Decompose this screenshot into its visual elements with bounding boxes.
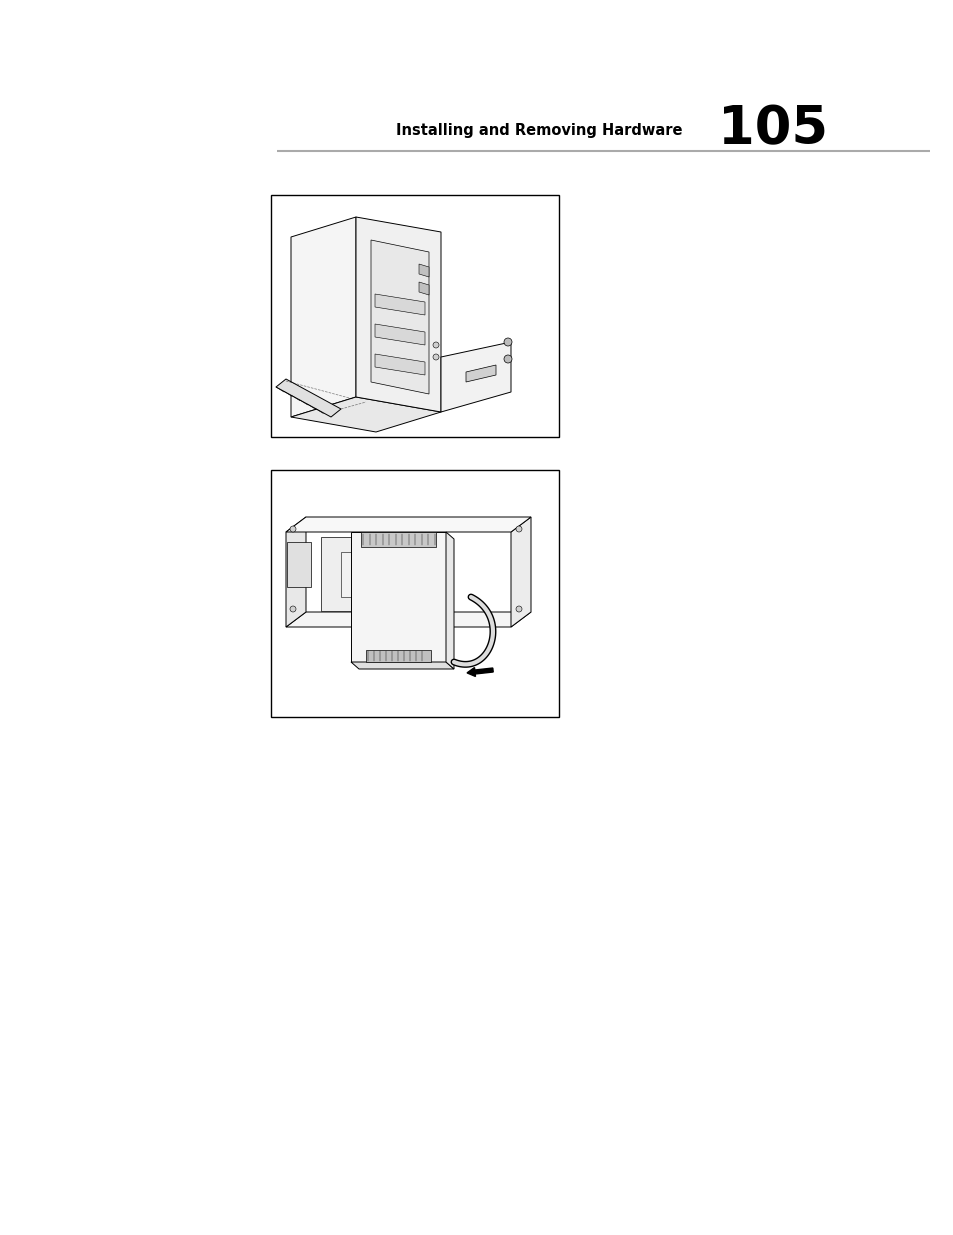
Polygon shape [371,240,429,394]
Polygon shape [351,662,454,669]
Circle shape [290,526,295,532]
Polygon shape [446,532,454,669]
Circle shape [503,338,512,346]
Text: 105: 105 [717,103,827,156]
Circle shape [516,526,521,532]
Polygon shape [465,366,496,382]
Polygon shape [375,294,424,315]
Polygon shape [360,532,436,547]
Polygon shape [275,379,340,417]
Polygon shape [320,537,451,611]
Polygon shape [286,517,306,627]
FancyArrow shape [467,668,493,677]
Text: Installing and Removing Hardware: Installing and Removing Hardware [395,122,681,138]
Polygon shape [375,324,424,345]
Polygon shape [291,396,440,432]
Polygon shape [366,650,431,662]
Circle shape [516,606,521,613]
Bar [271,471,558,718]
Polygon shape [511,517,531,627]
Polygon shape [286,517,531,532]
Polygon shape [440,342,511,412]
Circle shape [433,354,438,359]
Polygon shape [375,354,424,375]
Circle shape [433,342,438,348]
Circle shape [290,606,295,613]
Polygon shape [291,217,355,417]
Bar [271,195,558,437]
Polygon shape [287,542,311,587]
Polygon shape [355,217,440,412]
Polygon shape [418,282,429,295]
Circle shape [503,354,512,363]
Polygon shape [418,264,429,277]
Polygon shape [351,532,446,662]
Polygon shape [340,552,436,597]
Polygon shape [286,613,531,627]
